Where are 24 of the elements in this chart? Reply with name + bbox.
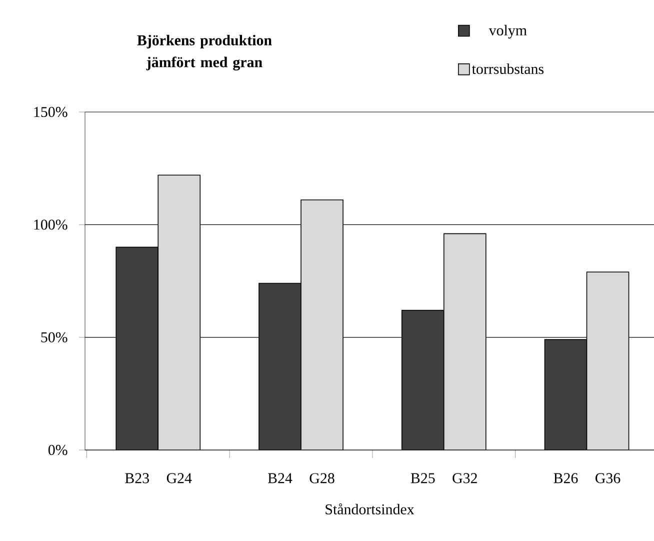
x-tick-label: G28 [310,473,334,484]
bar [443,233,486,450]
bar [158,174,201,450]
y-tick-label: 50% [41,332,68,342]
x-tick-label: G36 [596,473,620,484]
bar [300,199,344,450]
x-tick-label: B26 [554,473,578,484]
bar [544,339,588,450]
bar [586,272,630,450]
x-tick-label: B25 [410,473,435,484]
x-tick-label: B23 [125,473,149,484]
y-tick-label: 100% [34,220,68,230]
legend-label: volym [488,24,527,39]
bar [401,310,444,450]
y-tick-label: 0% [48,444,68,456]
x-axis-title: Ståndortsindex [326,503,414,514]
x-tick-label: B24 [268,473,292,484]
bar [116,246,159,450]
chart-title: Björkens produktion jämfört med gran [137,34,272,70]
y-tick-label: 150% [34,106,68,118]
bar [258,282,302,450]
x-tick-label: G32 [452,473,477,484]
x-tick-label: G24 [166,473,192,484]
legend-label: torrsubstans [472,64,544,74]
